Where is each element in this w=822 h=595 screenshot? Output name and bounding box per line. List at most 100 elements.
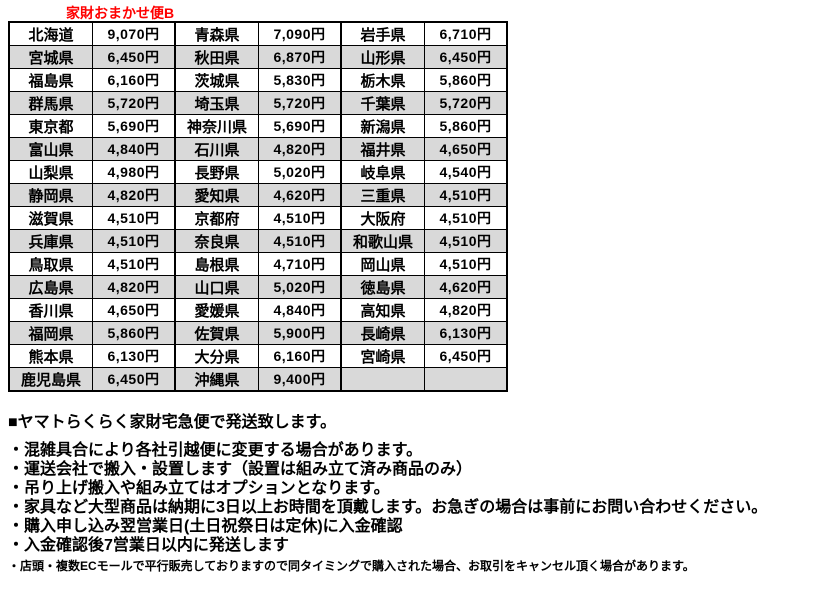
table-row: 群馬県 5,720円 埼玉県 5,720円 千葉県 5,720円 — [8, 91, 508, 115]
price-cell: 6,160円 — [92, 68, 176, 92]
table-row: 富山県 4,840円 石川県 4,820円 福井県 4,650円 — [8, 137, 508, 161]
prefecture-cell: 群馬県 — [8, 91, 93, 115]
price-cell: 4,510円 — [424, 252, 508, 276]
price-cell — [424, 367, 508, 392]
table-row: 北海道 9,070円 青森県 7,090円 岩手県 6,710円 — [8, 21, 508, 46]
prefecture-cell: 長野県 — [174, 160, 259, 184]
prefecture-cell: 東京都 — [8, 114, 93, 138]
prefecture-cell: 熊本県 — [8, 344, 93, 368]
table-row: 山梨県 4,980円 長野県 5,020円 岐阜県 4,540円 — [8, 160, 508, 184]
price-cell: 5,720円 — [92, 91, 176, 115]
shipping-plan-title: 家財おまかせ便B — [66, 5, 175, 21]
prefecture-cell: 茨城県 — [174, 68, 259, 92]
prefecture-cell: 福井県 — [340, 137, 425, 161]
notes-bullets: ・混雑具合により各社引越便に変更する場合があります。・運送会社で搬入・設置します… — [8, 441, 814, 555]
prefecture-cell: 愛媛県 — [174, 298, 259, 322]
prefecture-cell: 福岡県 — [8, 321, 93, 345]
prefecture-cell: 埼玉県 — [174, 91, 259, 115]
price-cell: 7,090円 — [258, 21, 342, 46]
price-cell: 5,720円 — [424, 91, 508, 115]
table-row: 広島県 4,820円 山口県 5,020円 徳島県 4,620円 — [8, 275, 508, 299]
prefecture-cell: 奈良県 — [174, 229, 259, 253]
note-bullet: ・購入申し込み翌営業日(土日祝祭日は定休)に入金確認 — [8, 518, 403, 535]
price-cell: 5,860円 — [424, 68, 508, 92]
price-cell: 4,650円 — [424, 137, 508, 161]
prefecture-cell: 大阪府 — [340, 206, 425, 230]
price-cell: 4,510円 — [424, 229, 508, 253]
price-cell: 5,900円 — [258, 321, 342, 345]
price-cell: 5,020円 — [258, 160, 342, 184]
table-row: 福岡県 5,860円 佐賀県 5,900円 長崎県 6,130円 — [8, 321, 508, 345]
price-cell: 5,830円 — [258, 68, 342, 92]
prefecture-cell: 沖縄県 — [174, 367, 259, 392]
prefecture-cell: 鳥取県 — [8, 252, 93, 276]
shipping-fee-table: 北海道 9,070円 青森県 7,090円 岩手県 6,710円 宮城県 6,450円 秋田県 6… — [8, 21, 508, 392]
price-cell: 6,450円 — [424, 45, 508, 69]
prefecture-cell: 岐阜県 — [340, 160, 425, 184]
prefecture-cell: 香川県 — [8, 298, 93, 322]
table-row: 鹿児島県 6,450円 沖縄県 9,400円 — [8, 367, 508, 392]
table-row: 東京都 5,690円 神奈川県 5,690円 新潟県 5,860円 — [8, 114, 508, 138]
table-row: 兵庫県 4,510円 奈良県 4,510円 和歌山県 4,510円 — [8, 229, 508, 253]
prefecture-cell: 三重県 — [340, 183, 425, 207]
shipping-notes: ■ヤマトらくらく家財宅急便で発送致します。 ・混雑具合により各社引越便に変更する… — [8, 413, 814, 574]
table-row: 宮城県 6,450円 秋田県 6,870円 山形県 6,450円 — [8, 45, 508, 69]
price-cell: 9,400円 — [258, 367, 342, 392]
prefecture-cell: 宮崎県 — [340, 344, 425, 368]
price-cell: 4,820円 — [258, 137, 342, 161]
price-cell: 6,450円 — [92, 367, 176, 392]
price-cell: 5,690円 — [258, 114, 342, 138]
table-row: 鳥取県 4,510円 島根県 4,710円 岡山県 4,510円 — [8, 252, 508, 276]
prefecture-cell: 岩手県 — [340, 21, 425, 46]
price-cell: 4,980円 — [92, 160, 176, 184]
price-cell: 5,020円 — [258, 275, 342, 299]
shipping-fine-print: ・店頭・複数ECモールで平行販売しておりますので同タイミングで購入された場合、お… — [8, 559, 695, 573]
table-row: 福島県 6,160円 茨城県 5,830円 栃木県 5,860円 — [8, 68, 508, 92]
prefecture-cell: 広島県 — [8, 275, 93, 299]
prefecture-cell: 富山県 — [8, 137, 93, 161]
price-cell: 6,870円 — [258, 45, 342, 69]
price-cell: 4,510円 — [92, 206, 176, 230]
price-cell: 5,720円 — [258, 91, 342, 115]
note-bullet: ・混雑具合により各社引越便に変更する場合があります。 — [8, 442, 423, 459]
note-bullet: ・運送会社で搬入・設置します（設置は組み立て済み商品のみ） — [8, 461, 473, 478]
prefecture-cell: 兵庫県 — [8, 229, 93, 253]
price-cell: 4,510円 — [424, 183, 508, 207]
prefecture-cell: 徳島県 — [340, 275, 425, 299]
price-cell: 6,130円 — [424, 321, 508, 345]
prefecture-cell: 大分県 — [174, 344, 259, 368]
prefecture-cell: 神奈川県 — [174, 114, 259, 138]
price-cell: 5,860円 — [92, 321, 176, 345]
price-cell: 4,820円 — [92, 183, 176, 207]
prefecture-cell: 山梨県 — [8, 160, 93, 184]
price-cell: 4,510円 — [92, 252, 176, 276]
price-cell: 4,510円 — [258, 229, 342, 253]
price-cell: 4,840円 — [92, 137, 176, 161]
price-cell: 6,450円 — [92, 45, 176, 69]
price-cell: 4,820円 — [424, 298, 508, 322]
price-cell: 4,620円 — [258, 183, 342, 207]
prefecture-cell: 新潟県 — [340, 114, 425, 138]
price-cell: 4,620円 — [424, 275, 508, 299]
note-bullet: ・吊り上げ搬入や組み立てはオプションとなります。 — [8, 480, 390, 497]
table-row: 香川県 4,650円 愛媛県 4,840円 高知県 4,820円 — [8, 298, 508, 322]
prefecture-cell: 静岡県 — [8, 183, 93, 207]
note-bullet: ・家具など大型商品は納期に3日以上お時間を頂戴します。お急ぎの場合は事前にお問い… — [8, 499, 768, 516]
prefecture-cell: 宮城県 — [8, 45, 93, 69]
price-cell: 6,450円 — [424, 344, 508, 368]
prefecture-cell: 長崎県 — [340, 321, 425, 345]
price-cell: 9,070円 — [92, 21, 176, 46]
price-cell: 4,510円 — [92, 229, 176, 253]
table-row: 熊本県 6,130円 大分県 6,160円 宮崎県 6,450円 — [8, 344, 508, 368]
prefecture-cell: 愛知県 — [174, 183, 259, 207]
prefecture-cell: 福島県 — [8, 68, 93, 92]
price-cell: 5,860円 — [424, 114, 508, 138]
prefecture-cell: 和歌山県 — [340, 229, 425, 253]
table-row: 静岡県 4,820円 愛知県 4,620円 三重県 4,510円 — [8, 183, 508, 207]
prefecture-cell: 京都府 — [174, 206, 259, 230]
prefecture-cell: 島根県 — [174, 252, 259, 276]
prefecture-cell — [340, 367, 425, 392]
prefecture-cell: 佐賀県 — [174, 321, 259, 345]
price-cell: 5,690円 — [92, 114, 176, 138]
